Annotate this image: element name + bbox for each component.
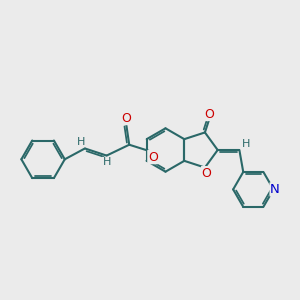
Text: O: O bbox=[121, 112, 131, 124]
Text: O: O bbox=[148, 151, 158, 164]
Text: O: O bbox=[204, 107, 214, 121]
Text: N: N bbox=[270, 183, 280, 196]
Text: H: H bbox=[242, 140, 250, 149]
Text: O: O bbox=[202, 167, 212, 180]
Text: H: H bbox=[102, 158, 111, 167]
Text: H: H bbox=[77, 136, 86, 147]
